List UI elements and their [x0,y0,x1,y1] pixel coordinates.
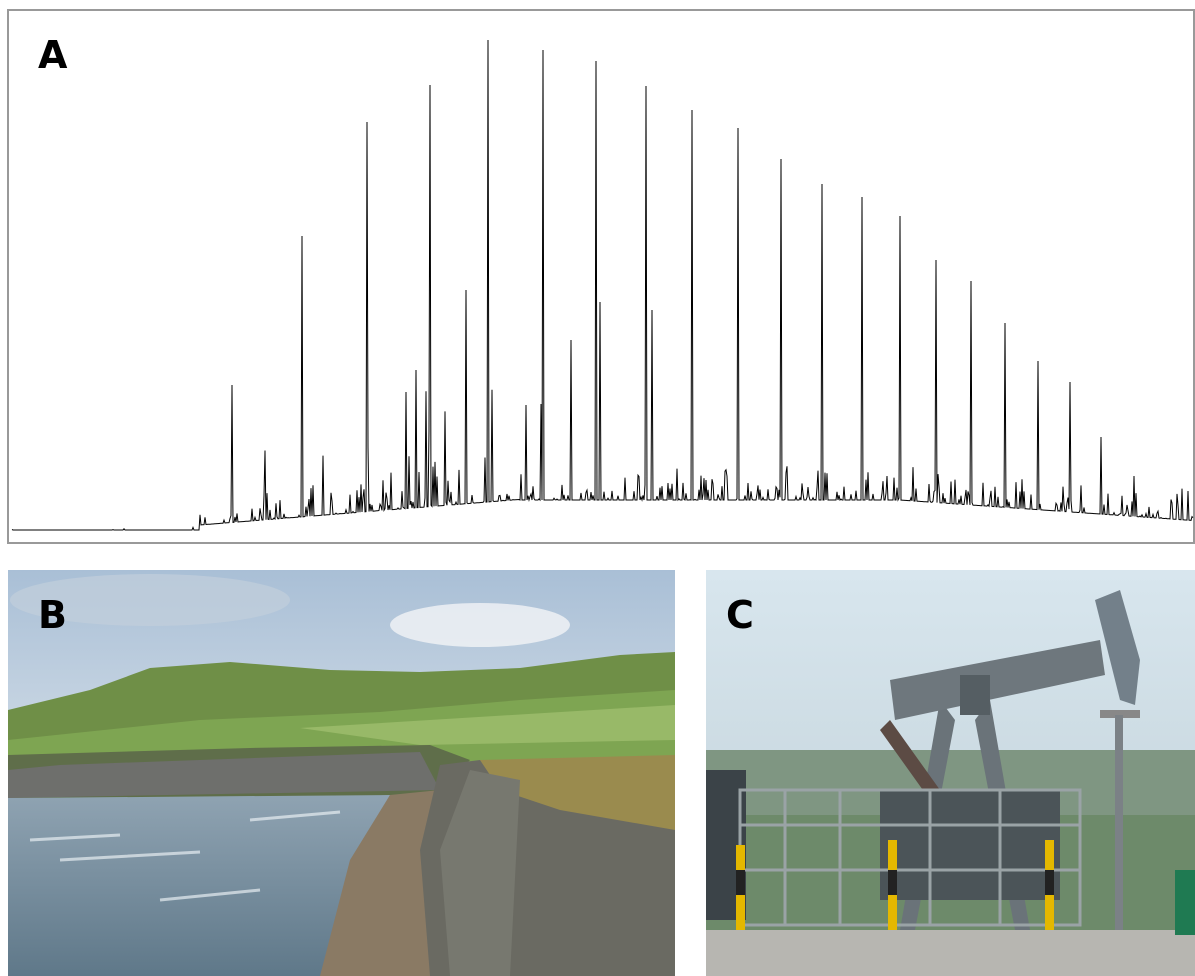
coast-photo [8,570,675,976]
pumpjack-photo [706,570,1195,976]
panel-label: A [38,33,68,77]
panel-label: B [38,593,67,637]
panel-label: C [726,593,754,637]
figure: A B [0,0,1195,976]
page: A B [0,0,1195,976]
